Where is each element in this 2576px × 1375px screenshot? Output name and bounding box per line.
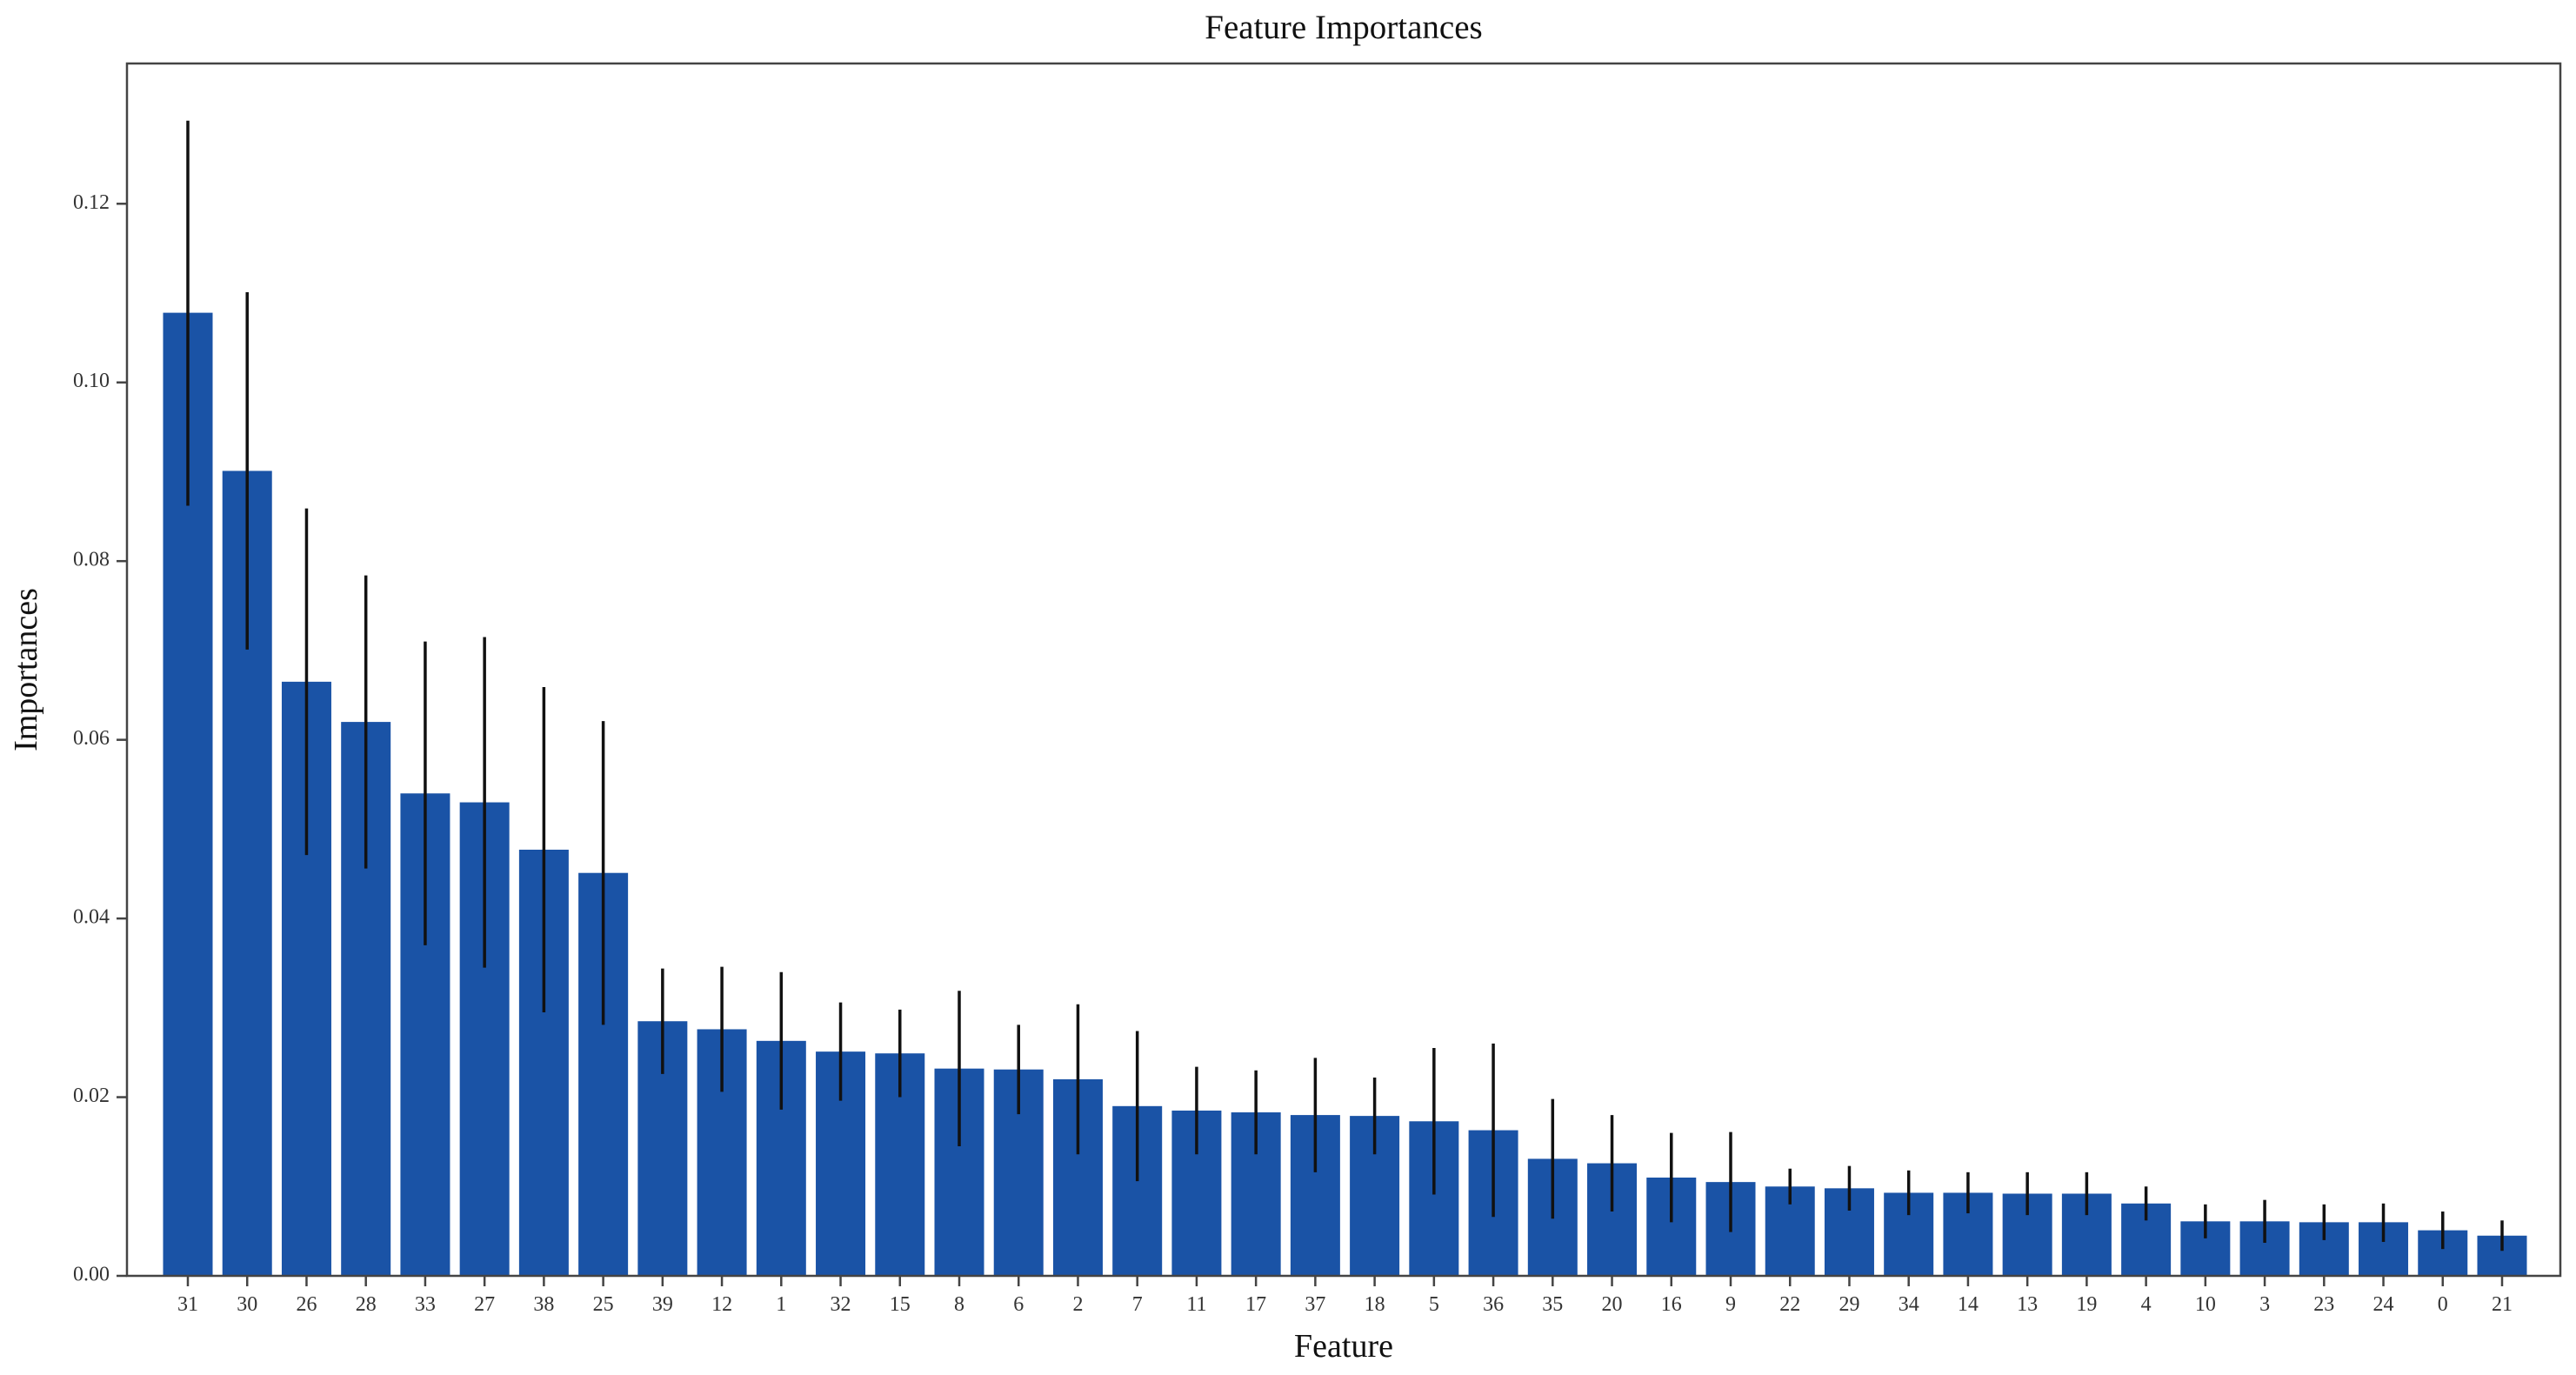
x-tick-label: 24 bbox=[2373, 1293, 2394, 1316]
y-tick-label: 0.00 bbox=[73, 1264, 110, 1286]
x-tick-label: 17 bbox=[1245, 1293, 1266, 1316]
x-tick-label: 3 bbox=[2259, 1293, 2270, 1316]
y-tick-label: 0.06 bbox=[73, 727, 110, 750]
x-tick-label: 15 bbox=[890, 1293, 911, 1316]
x-tick-label: 13 bbox=[2017, 1293, 2038, 1316]
x-tick-label: 0 bbox=[2438, 1293, 2448, 1316]
x-tick-label: 14 bbox=[1958, 1293, 1979, 1316]
y-tick-label: 0.08 bbox=[73, 549, 110, 571]
x-tick-label: 37 bbox=[1305, 1293, 1325, 1316]
x-axis-label: Feature bbox=[1294, 1328, 1393, 1365]
x-tick-label: 34 bbox=[1899, 1293, 1919, 1316]
plot-frame bbox=[125, 62, 2562, 1278]
x-tick-label: 32 bbox=[831, 1293, 851, 1316]
x-tick-label: 31 bbox=[177, 1293, 198, 1316]
y-tick-label: 0.12 bbox=[73, 191, 110, 214]
y-tick-label: 0.02 bbox=[73, 1085, 110, 1107]
x-tick-label: 28 bbox=[356, 1293, 377, 1316]
x-tick-label: 38 bbox=[533, 1293, 554, 1316]
x-tick-label: 20 bbox=[1602, 1293, 1623, 1316]
x-tick-label: 27 bbox=[474, 1293, 495, 1316]
y-tick-label: 0.04 bbox=[73, 906, 110, 929]
x-tick-label: 29 bbox=[1839, 1293, 1859, 1316]
x-tick-label: 9 bbox=[1725, 1293, 1736, 1316]
x-tick-label: 8 bbox=[954, 1293, 964, 1316]
y-axis-label: Importances bbox=[8, 588, 44, 751]
x-tick-label: 33 bbox=[415, 1293, 436, 1316]
x-tick-label: 18 bbox=[1365, 1293, 1385, 1316]
x-tick-label: 26 bbox=[296, 1293, 317, 1316]
x-tick-label: 11 bbox=[1186, 1293, 1206, 1316]
x-tick-label: 1 bbox=[776, 1293, 786, 1316]
x-tick-label: 30 bbox=[237, 1293, 257, 1316]
y-tick-label: 0.10 bbox=[73, 370, 110, 392]
x-axis-ticks: 31 30 26 28 33 27 38 25 39 12 1 32 15 8 6 2 7 11 17 37 18 5 36… bbox=[177, 1276, 2513, 1316]
x-tick-label: 7 bbox=[1132, 1293, 1143, 1316]
x-tick-label: 16 bbox=[1661, 1293, 1682, 1316]
x-tick-label: 21 bbox=[2492, 1293, 2513, 1316]
chart-title: Feature Importances bbox=[1205, 9, 1482, 46]
x-tick-label: 5 bbox=[1429, 1293, 1439, 1316]
x-tick-label: 39 bbox=[652, 1293, 673, 1316]
x-tick-label: 2 bbox=[1072, 1293, 1083, 1316]
error-bars-group bbox=[186, 120, 2504, 1252]
bars-group bbox=[163, 312, 2527, 1277]
x-tick-label: 25 bbox=[593, 1293, 614, 1316]
x-tick-label: 19 bbox=[2076, 1293, 2097, 1316]
x-tick-label: 4 bbox=[2141, 1293, 2152, 1316]
x-tick-label: 10 bbox=[2195, 1293, 2216, 1316]
x-tick-label: 35 bbox=[1542, 1293, 1563, 1316]
x-tick-label: 12 bbox=[711, 1293, 732, 1316]
x-tick-label: 6 bbox=[1013, 1293, 1024, 1316]
y-axis-ticks: 0.00 0.02 0.04 0.06 0.08 0.10 0.12 bbox=[73, 191, 127, 1286]
x-tick-label: 23 bbox=[2313, 1293, 2334, 1316]
x-tick-label: 36 bbox=[1483, 1293, 1504, 1316]
x-tick-label: 22 bbox=[1779, 1293, 1800, 1316]
